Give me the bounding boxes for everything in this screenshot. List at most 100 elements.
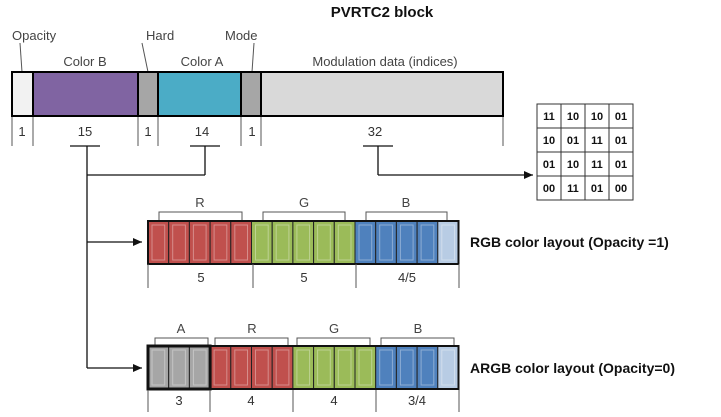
matrix-value: 11 <box>567 183 579 195</box>
argb-bit-cell <box>209 345 232 390</box>
matrix-cell <box>608 103 634 129</box>
argb-bit-cell-inner <box>213 349 228 386</box>
rgb-bit-cell-inner <box>441 224 455 261</box>
hard-bits: 1 <box>144 124 151 139</box>
rgb-bit-cell-inner <box>172 224 186 261</box>
argb-bit-cell-inner <box>317 349 331 386</box>
bit-ruler: 1 15 1 14 1 32 <box>11 117 504 146</box>
argb-outline <box>147 345 460 390</box>
argb-b-label: B <box>414 321 423 336</box>
argb-bit-cell <box>147 345 170 390</box>
argb-bit-cell-inner <box>192 349 207 386</box>
rgb-bit-cell <box>313 220 335 265</box>
rgb-r-label: R <box>195 195 204 210</box>
rgb-bit-cell <box>230 220 253 265</box>
matrix-value: 01 <box>567 135 579 147</box>
matrix-cell <box>584 127 610 153</box>
rgb-bit-cell <box>188 220 211 265</box>
argb-a-bits: 3 <box>175 393 182 408</box>
color-a-label: Color A <box>181 54 224 69</box>
matrix-cell <box>584 175 610 201</box>
mode-leader <box>251 42 255 73</box>
rgb-bit-cell <box>271 220 294 265</box>
argb-bit-cell <box>395 345 418 390</box>
matrix-value: 10 <box>567 111 579 123</box>
argb-bit-cell <box>313 345 335 390</box>
hard-label: Hard <box>146 28 174 43</box>
rgb-bit-cell-inner <box>275 224 290 261</box>
argb-bit-cell-inner <box>358 349 373 386</box>
rgb-bit-cell <box>395 220 418 265</box>
mode-label: Mode <box>225 28 258 43</box>
rgb-bit-cell <box>416 220 439 265</box>
rgb-b-bits: 4/5 <box>398 270 416 285</box>
modulation-matrix: 11 10 10 01 10 01 11 01 01 10 11 01 00 11 01 00 <box>536 103 634 201</box>
argb-bit-cell-inner <box>379 349 393 386</box>
matrix-value: 10 <box>543 135 555 147</box>
rgb-bit-cell-inner <box>234 224 249 261</box>
argb-bit-cell <box>375 345 397 390</box>
rgb-bit-cell-inner <box>358 224 373 261</box>
rgb-bit-cell <box>251 220 273 265</box>
hard-field <box>137 71 159 117</box>
argb-b-bits: 3/4 <box>408 393 426 408</box>
rgb-bit-cell <box>147 220 170 265</box>
rgb-bit-cell-inner <box>399 224 414 261</box>
matrix-value: 01 <box>615 159 627 171</box>
argb-bit-cell <box>354 345 377 390</box>
color-b-field <box>32 71 139 117</box>
argb-bit-cell-inner <box>172 349 186 386</box>
argb-r-bits: 4 <box>247 393 254 408</box>
matrix-cell <box>608 127 634 153</box>
color-a-bits: 14 <box>195 124 209 139</box>
matrix-value: 00 <box>615 183 627 195</box>
rgb-bit-cell-inner <box>420 224 435 261</box>
argb-bit-cell-inner <box>399 349 414 386</box>
rgb-bit-cell-inner <box>296 224 311 261</box>
argb-bit-cell <box>168 345 190 390</box>
matrix-value: 00 <box>543 183 555 195</box>
argb-bit-cell-inner <box>337 349 352 386</box>
matrix-cell <box>584 103 610 129</box>
rgb-bit-cell-inner <box>213 224 228 261</box>
modulation-bits: 32 <box>368 124 382 139</box>
color-b-label: Color B <box>63 54 106 69</box>
matrix-value: 11 <box>591 135 603 147</box>
rgb-bit-cell-inner <box>192 224 207 261</box>
rgb-bit-cell <box>209 220 232 265</box>
rgb-bit-cell <box>437 220 459 265</box>
rgb-bit-cell <box>354 220 377 265</box>
argb-bit-cell-inner <box>151 349 166 386</box>
connectors <box>70 145 533 372</box>
argb-bit-cell <box>333 345 356 390</box>
argb-bit-cell-inner <box>234 349 249 386</box>
diagram-title: PVRTC2 block <box>331 4 434 21</box>
argb-bit-cell-inner <box>296 349 311 386</box>
argb-g-bits: 4 <box>330 393 337 408</box>
modulation-label: Modulation data (indices) <box>312 54 457 69</box>
matrix-value: 01 <box>591 183 603 195</box>
rgb-bit-cell-inner <box>255 224 269 261</box>
argb-bit-cell <box>437 345 459 390</box>
matrix-value: 01 <box>615 135 627 147</box>
modulation-field <box>260 71 504 117</box>
rgb-bit-cell <box>333 220 356 265</box>
rgb-bit-cell-inner <box>379 224 393 261</box>
argb-bit-cell <box>271 345 294 390</box>
rgb-caption: RGB color layout (Opacity =1) <box>470 234 669 250</box>
hard-leader <box>141 42 149 73</box>
argb-cells <box>146 344 460 391</box>
mode-field <box>240 71 262 117</box>
argb-bit-cell <box>188 345 211 390</box>
rgb-bit-cell-inner <box>151 224 166 261</box>
matrix-value: 11 <box>591 159 603 171</box>
color-b-bits: 15 <box>78 124 92 139</box>
matrix-value: 01 <box>615 111 627 123</box>
matrix-value: 01 <box>543 159 555 171</box>
opacity-label: Opacity <box>12 28 57 43</box>
matrix-value: 11 <box>543 111 555 123</box>
opacity-leader <box>19 42 23 73</box>
opacity-bits: 1 <box>18 124 25 139</box>
rgb-layout: R G B 5 5 4/5 RGB color layout (Opacity … <box>147 195 669 288</box>
